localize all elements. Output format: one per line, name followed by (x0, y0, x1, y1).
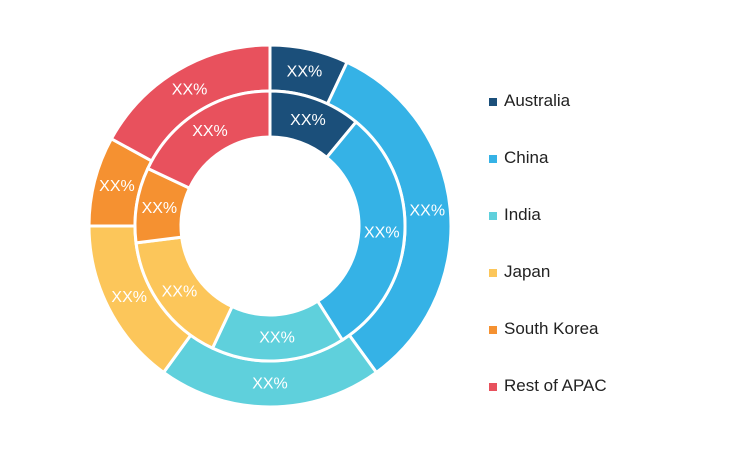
legend-label-rest-of-apac: Rest of APAC (504, 375, 607, 395)
legend-swatch-rest-of-apac (489, 382, 497, 391)
inner-label-australia: XX% (290, 112, 326, 129)
inner-label-rest-of-apac: XX% (192, 123, 228, 140)
inner-slice-rest-of-apac[interactable] (145, 89, 272, 191)
outer-label-japan: XX% (111, 289, 147, 306)
slice-labels: XX% XX% XX% XX% XX% XX% XX% XX% XX% XX% XX% XX% (99, 63, 445, 392)
legend-item-australia[interactable]: Australia (489, 72, 607, 129)
legend-item-india[interactable]: India (489, 186, 607, 243)
inner-label-south-korea: XX% (142, 200, 178, 217)
legend-label-china: China (504, 147, 549, 167)
legend-item-china[interactable]: China (489, 129, 607, 186)
legend-swatch-india (489, 211, 497, 220)
inner-ring (133, 89, 407, 363)
outer-label-australia: XX% (287, 63, 323, 80)
legend-swatch-australia (489, 97, 497, 106)
inner-slice-china[interactable] (315, 119, 407, 343)
legend-label-australia: Australia (504, 90, 571, 110)
legend-item-rest-of-apac[interactable]: Rest of APAC (489, 357, 607, 414)
legend-label-japan: Japan (504, 261, 551, 281)
legend-label-india: India (504, 204, 541, 224)
outer-label-rest-of-apac: XX% (172, 82, 208, 99)
legend-label-south-korea: South Korea (504, 318, 599, 338)
legend-swatch-china (489, 154, 497, 163)
legend: Australia China India Japan South Korea … (489, 72, 607, 414)
inner-label-japan: XX% (162, 283, 198, 300)
outer-label-south-korea: XX% (99, 178, 135, 195)
legend-item-south-korea[interactable]: South Korea (489, 300, 607, 357)
legend-swatch-japan (489, 268, 497, 277)
outer-label-china: XX% (410, 203, 446, 220)
outer-label-india: XX% (252, 376, 288, 393)
inner-label-china: XX% (364, 225, 400, 242)
inner-label-india: XX% (259, 329, 295, 346)
legend-item-japan[interactable]: Japan (489, 243, 607, 300)
legend-swatch-south-korea (489, 325, 497, 334)
